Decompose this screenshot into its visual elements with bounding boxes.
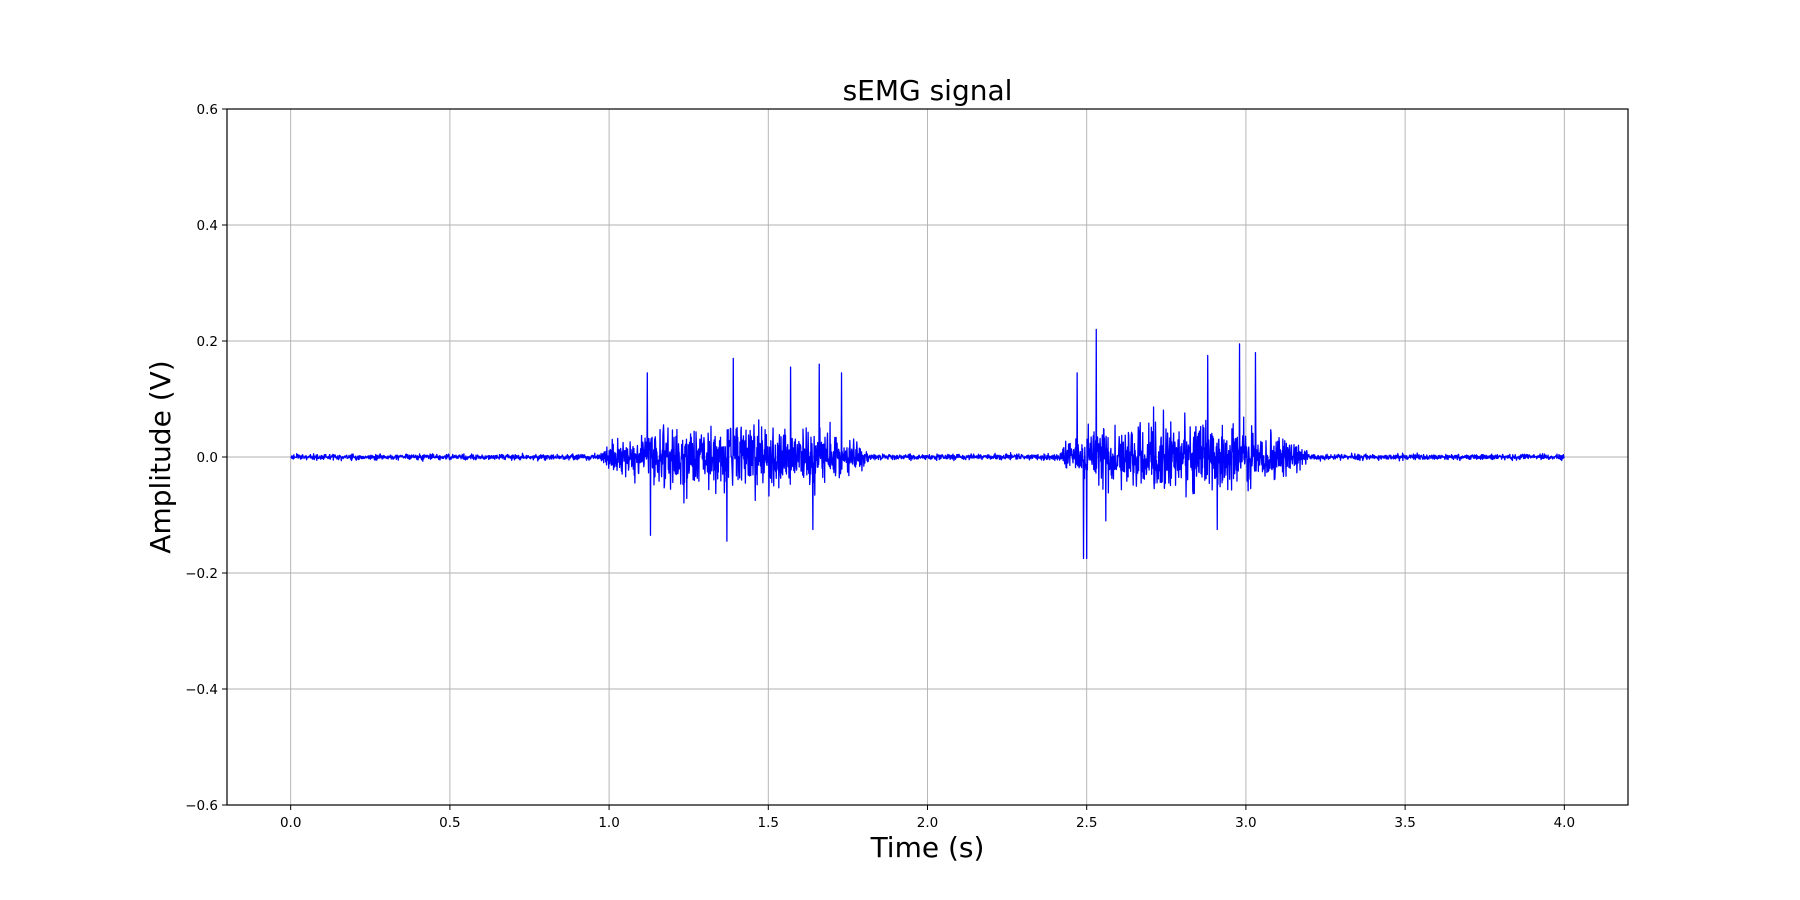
x-tick-label: 2.0 <box>917 815 938 831</box>
y-tick-label: 0.6 <box>197 102 218 118</box>
x-tick-label: 1.0 <box>598 815 619 831</box>
x-tick-label: 0.0 <box>280 815 301 831</box>
x-tick-label: 3.5 <box>1394 815 1415 831</box>
y-tick-label: 0.0 <box>197 450 218 466</box>
y-axis-title: Amplitude (V) <box>144 360 177 553</box>
y-axis-ticks: −0.6 −0.4 −0.2 0.0 0.2 0.4 0.6 <box>185 102 227 814</box>
chart-title: sEMG signal <box>843 74 1013 107</box>
x-tick-label: 3.0 <box>1235 815 1256 831</box>
plot-area <box>290 328 1565 560</box>
series-line-semg <box>290 328 1565 560</box>
y-tick-label: −0.4 <box>185 682 218 698</box>
x-tick-label: 1.5 <box>758 815 779 831</box>
y-tick-label: 0.2 <box>197 334 218 350</box>
x-tick-label: 0.5 <box>439 815 460 831</box>
y-tick-label: −0.2 <box>185 566 218 582</box>
x-tick-label: 4.0 <box>1554 815 1575 831</box>
y-tick-label: −0.6 <box>185 798 218 814</box>
y-tick-label: 0.4 <box>197 218 218 234</box>
x-axis-ticks: 0.0 0.5 1.0 1.5 2.0 2.5 3.0 3.5 4.0 <box>280 805 1575 831</box>
x-axis-title: Time (s) <box>870 831 985 864</box>
x-tick-label: 2.5 <box>1076 815 1097 831</box>
